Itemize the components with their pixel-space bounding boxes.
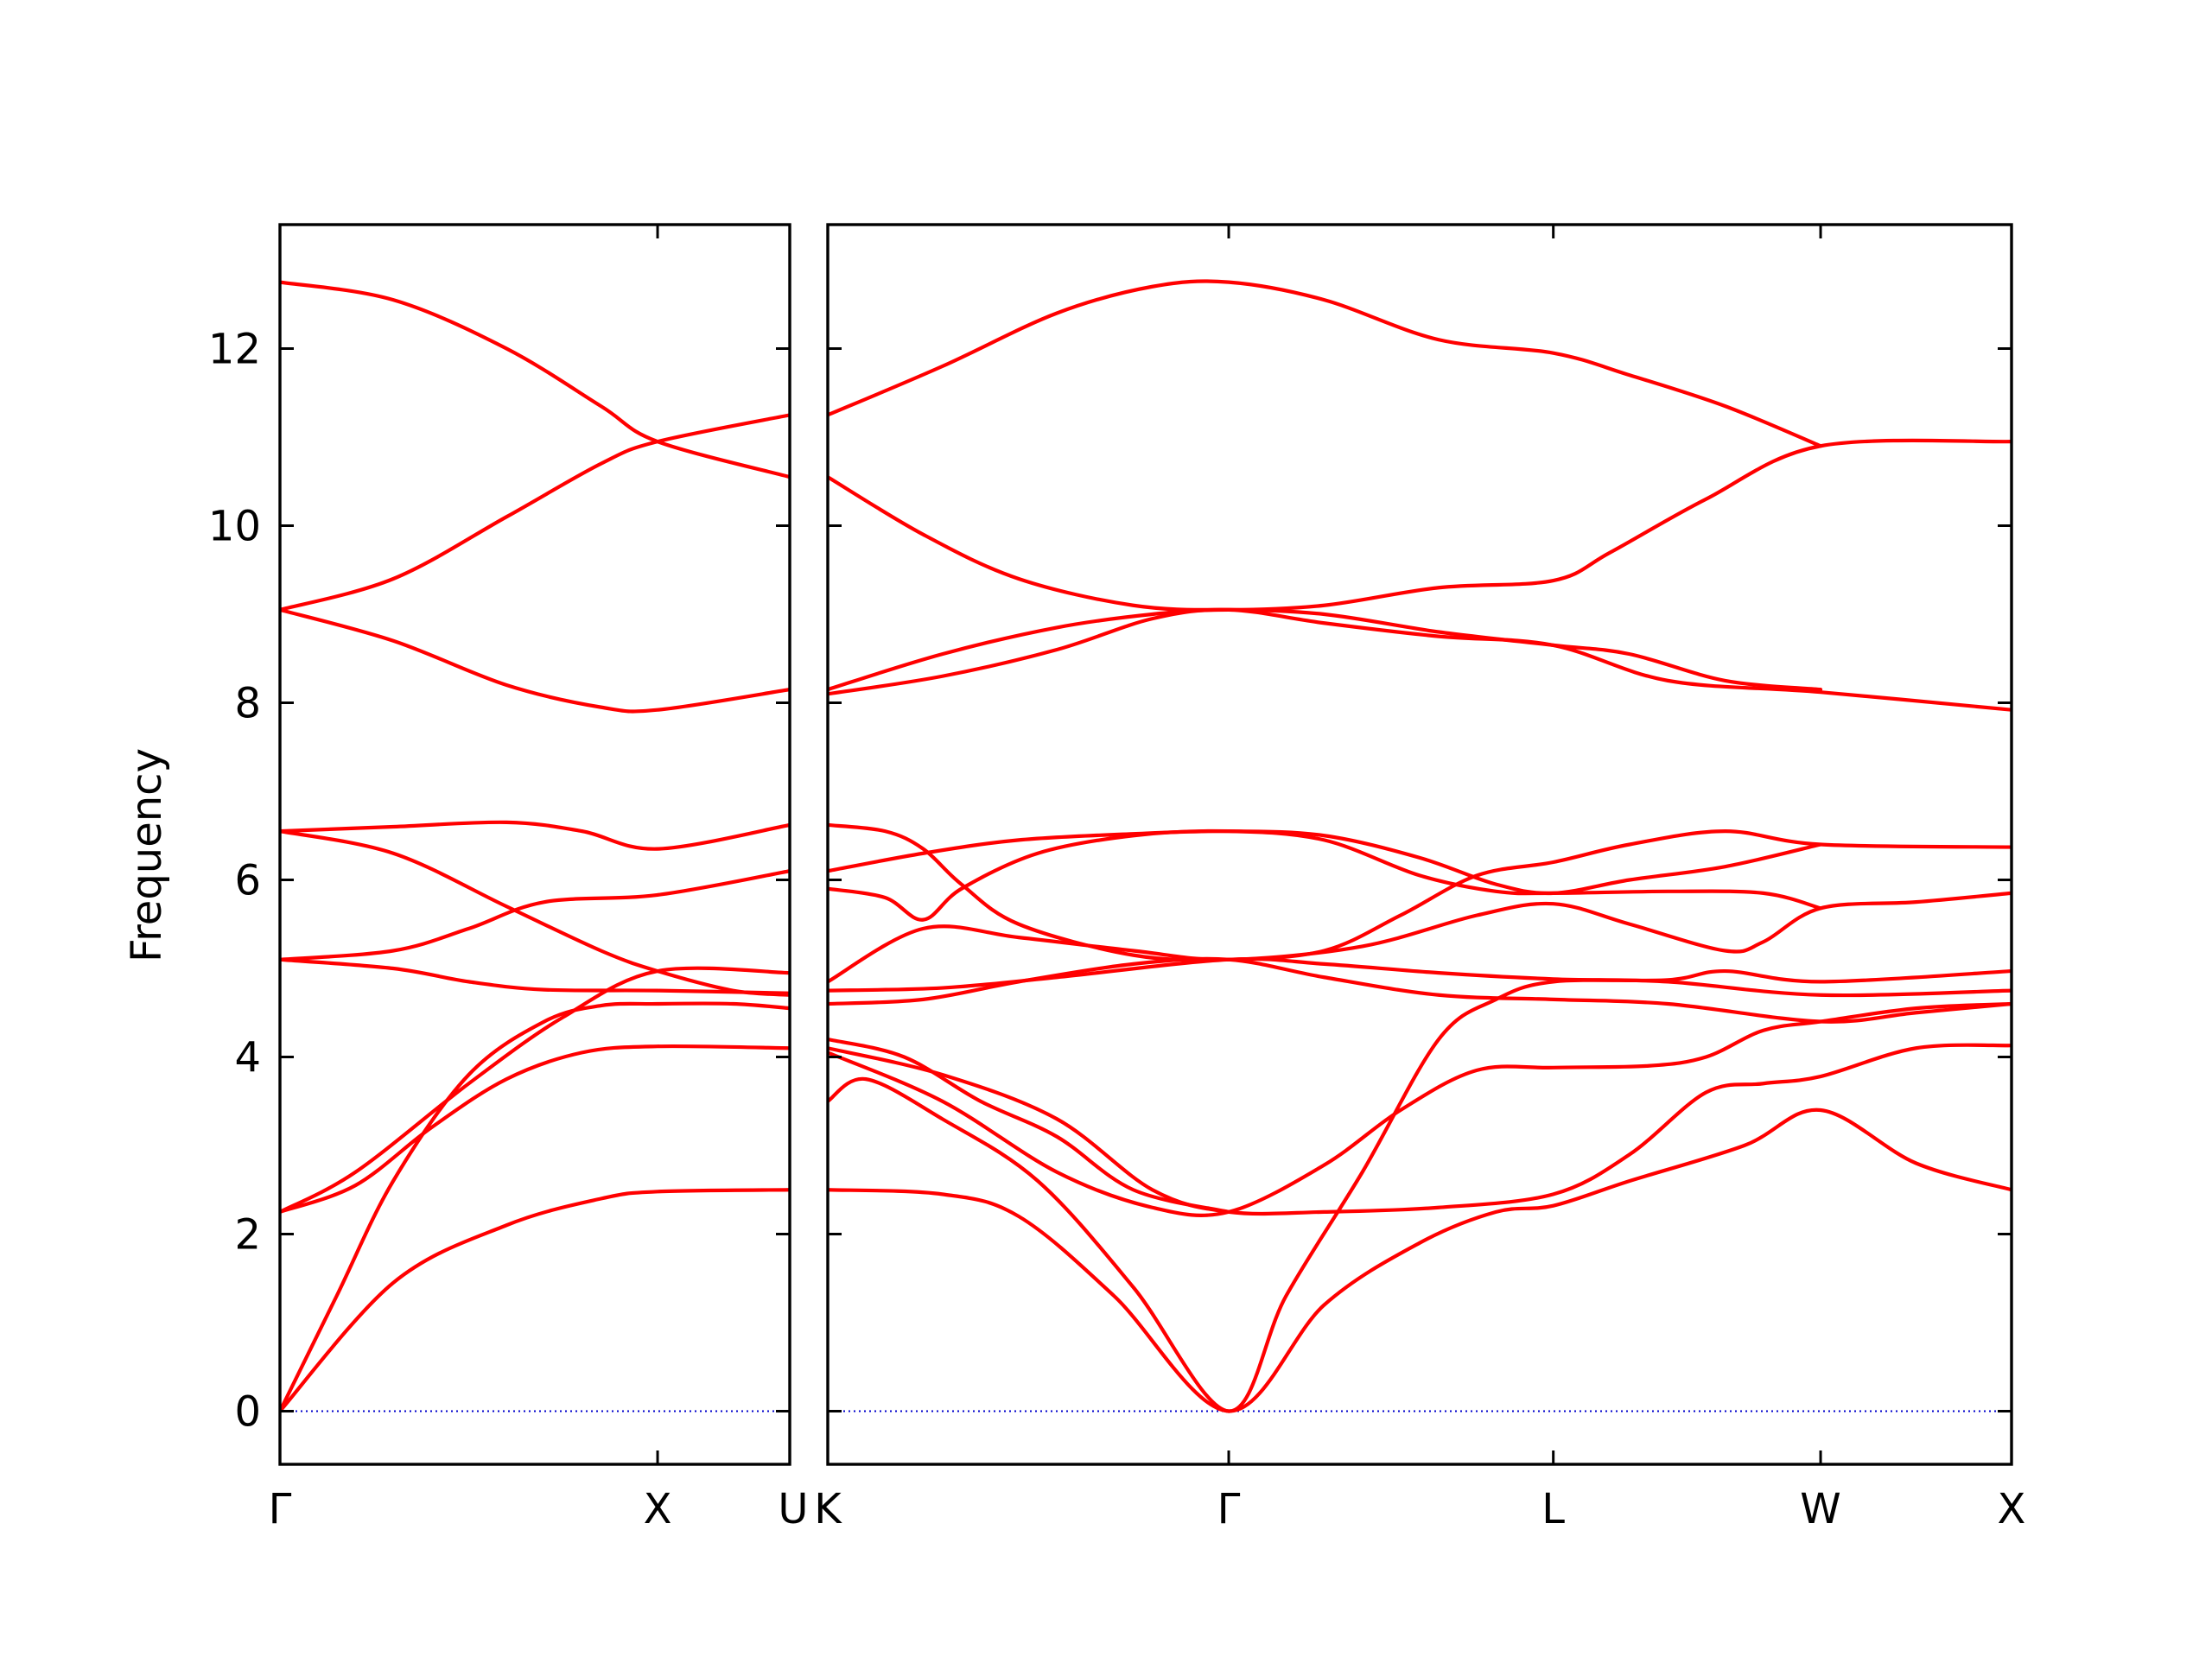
band-13 xyxy=(828,607,1823,692)
band-8 xyxy=(280,829,790,997)
y-tick-label: 4 xyxy=(234,1034,261,1082)
band-9 xyxy=(280,607,790,714)
panel-frame xyxy=(278,223,791,1466)
band-1 xyxy=(828,1108,2012,1413)
x-tick-label-right-1: K xyxy=(814,1485,842,1533)
band-7 xyxy=(280,820,790,851)
band-3 xyxy=(280,1044,790,1214)
x-tick-label-right-2: Γ xyxy=(1217,1485,1241,1533)
band-11 xyxy=(280,280,790,479)
panel-frame xyxy=(826,223,2013,1466)
band-10 xyxy=(280,413,790,612)
bands-group xyxy=(828,279,2012,1413)
band-14 xyxy=(828,438,2012,613)
band-3 xyxy=(828,1001,2012,1217)
y-tick-label: 10 xyxy=(208,503,261,551)
y-tick-label: 6 xyxy=(234,857,261,905)
y-tick-label: 12 xyxy=(208,326,261,374)
band-9 xyxy=(828,828,1823,922)
panel-left: 0 2 4 6 8 10 12 Γ X U xyxy=(208,223,809,1533)
x-tick-label-right-3: L xyxy=(1541,1485,1565,1533)
x-tick-label-right-4: W xyxy=(1800,1485,1840,1533)
band-8 xyxy=(828,891,2012,984)
band-4 xyxy=(828,1043,2012,1216)
x-tick-label-left-1: Γ xyxy=(269,1485,292,1533)
band-5 xyxy=(280,957,790,995)
y-tick-label: 2 xyxy=(234,1211,261,1260)
band-7 xyxy=(828,956,2012,998)
x-tick-label-left-2: X xyxy=(644,1485,672,1533)
bands-group xyxy=(280,280,790,1413)
band-4 xyxy=(280,966,790,1214)
band-15 xyxy=(828,279,1823,448)
y-axis-label: Frequency xyxy=(123,748,171,962)
band-6 xyxy=(828,956,2012,1024)
band-12 xyxy=(828,607,2012,712)
band-2 xyxy=(828,968,2012,1413)
panels-layer: 0 2 4 6 8 10 12 Γ X U K Γ L W X xyxy=(208,223,2026,1533)
band-10 xyxy=(828,822,2012,962)
y-tick-label: 8 xyxy=(234,680,261,728)
y-tick-label: 0 xyxy=(234,1388,261,1437)
band-5 xyxy=(828,1037,1231,1214)
band-11 xyxy=(828,828,1823,896)
x-tick-label-right-5: X xyxy=(1998,1485,2026,1533)
band-1 xyxy=(280,1188,790,1413)
x-tick-label-left-3: U xyxy=(778,1485,808,1533)
band-6 xyxy=(280,869,790,962)
band-2 xyxy=(280,1001,790,1413)
